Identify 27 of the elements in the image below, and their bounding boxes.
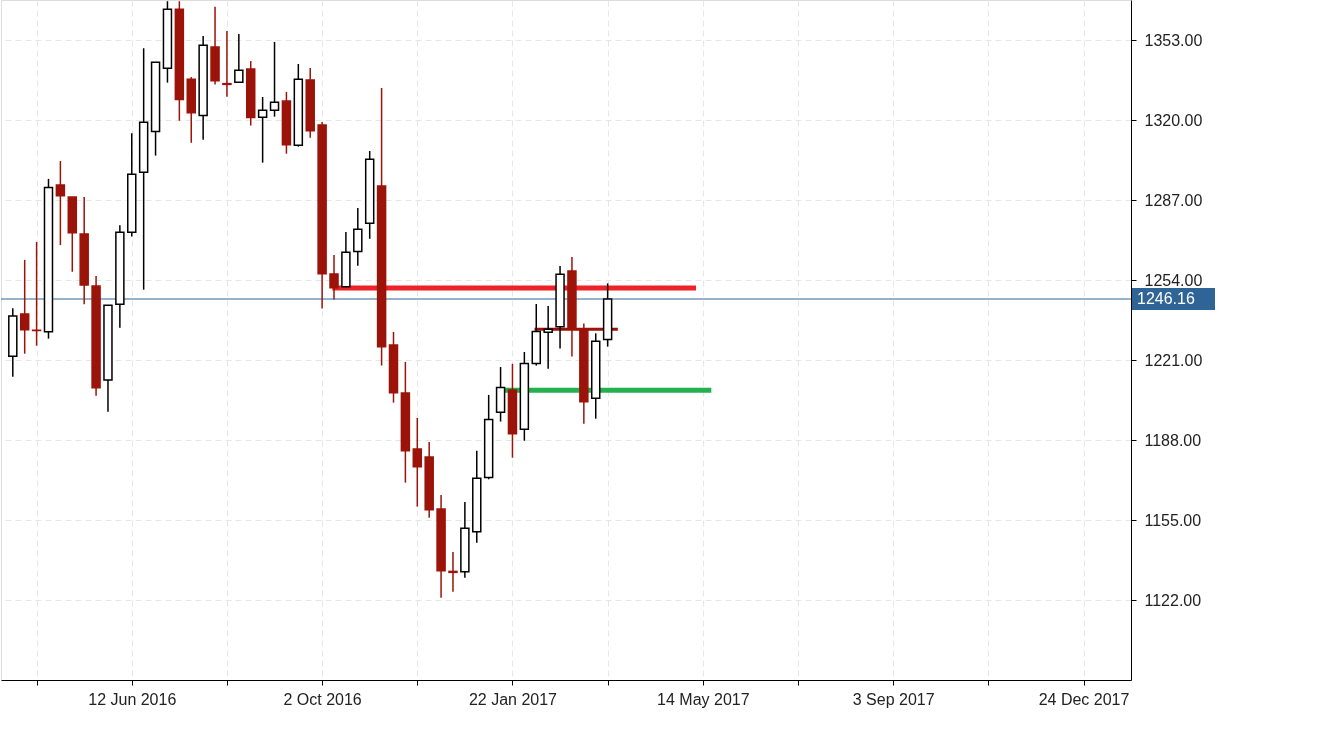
y-tick-label: 1353.00 (1144, 31, 1203, 49)
candlestick (222, 30, 232, 98)
candlestick (19, 259, 30, 355)
candlestick (448, 551, 458, 593)
y-tick-label: 1320.00 (1144, 111, 1203, 129)
candlestick (353, 207, 363, 267)
candlestick (543, 305, 553, 370)
candlestick (55, 160, 66, 246)
x-tick-label: 2 Oct 2016 (283, 690, 362, 708)
candlestick (257, 96, 268, 164)
ref-line-label: 1246.16 (1137, 290, 1195, 308)
candlestick (412, 417, 423, 508)
x-tick-label: 22 Jan 2017 (468, 690, 558, 708)
candlestick (31, 241, 42, 347)
y-tick-label: 1254.00 (1144, 271, 1203, 289)
y-tick-label: 1155.00 (1144, 511, 1202, 529)
candlestick (269, 41, 280, 118)
y-tick-label: 1287.00 (1144, 191, 1203, 209)
x-tick-label: 3 Sep 2017 (852, 690, 935, 708)
candlestick (329, 254, 339, 301)
y-tick-label: 1122.00 (1144, 591, 1202, 609)
x-tick-label: 14 May 2017 (657, 690, 750, 708)
y-tick-label: 1221.00 (1144, 351, 1203, 369)
x-tick-label: 24 Dec 2017 (1038, 690, 1130, 708)
x-tick-label: 12 Jun 2016 (88, 690, 177, 708)
candlestick (234, 33, 244, 83)
y-tick-label: 1188.00 (1144, 431, 1202, 449)
